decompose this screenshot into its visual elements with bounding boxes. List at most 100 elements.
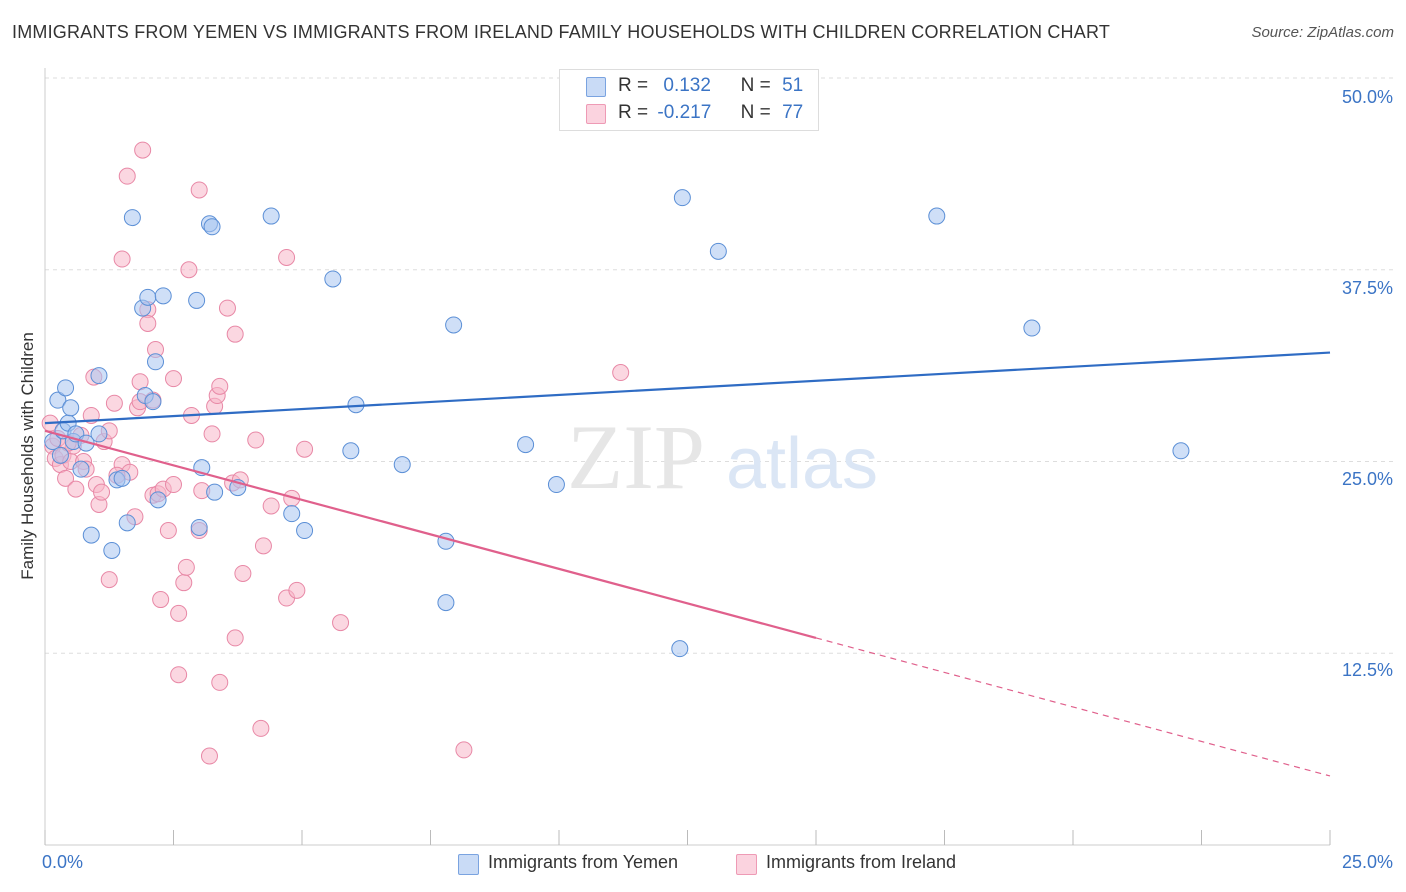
yemen-point: [72, 460, 90, 478]
watermark-atlas: atlas: [726, 424, 878, 504]
correlation-legend: R = 0.132 N = 51 R = -0.217 N = 77: [559, 69, 819, 131]
y-tick-label: 37.5%: [1341, 278, 1393, 298]
ireland-point: [203, 425, 221, 443]
ireland-point: [288, 581, 306, 599]
ireland-point: [170, 604, 188, 622]
yemen-point: [342, 442, 360, 460]
ireland-point: [134, 141, 152, 159]
ireland-point: [67, 480, 85, 498]
x-tick-label-max: 25.0%: [1341, 852, 1393, 872]
ireland-point: [118, 167, 136, 185]
x-tick-label-min: 0.0%: [42, 852, 84, 872]
legend-text-ireland: R = -0.217 N = 77: [618, 102, 803, 124]
ireland-point: [105, 394, 123, 412]
y-tick-label: 25.0%: [1341, 469, 1393, 489]
yemen-point: [62, 399, 80, 417]
ireland-point: [57, 469, 75, 487]
ireland-point: [278, 248, 296, 266]
yemen-point: [1023, 319, 1041, 337]
ireland-point: [254, 537, 272, 555]
legend-n-label: N =: [740, 102, 771, 123]
ireland-point: [455, 741, 473, 759]
ireland-point: [180, 261, 198, 279]
yemen-point: [283, 505, 301, 523]
legend-text-yemen: R = 0.132 N = 51: [618, 75, 803, 97]
legend-r-value: 0.132: [663, 75, 711, 96]
ireland-trend-extension: [815, 637, 1331, 777]
yemen-point: [149, 491, 167, 509]
ireland-point: [234, 564, 252, 582]
yemen-point: [928, 207, 946, 225]
yemen-point: [57, 379, 75, 397]
bottom-legend-label-yemen: Immigrants from Yemen: [488, 852, 679, 872]
ireland-point: [332, 614, 350, 632]
ireland-point: [177, 558, 195, 576]
yemen-point: [147, 353, 165, 371]
ireland-point: [226, 629, 244, 647]
watermark-zip: ZIP: [567, 406, 705, 508]
yemen-point: [118, 514, 136, 532]
axes: [44, 68, 1331, 846]
bottom-legend-swatch-yemen: [458, 854, 479, 875]
ireland-trend-line: [44, 429, 817, 639]
legend-r-value: -0.217: [657, 102, 712, 123]
ireland-point: [93, 483, 111, 501]
legend-n-value: 51: [782, 75, 804, 96]
ireland-point: [252, 719, 270, 737]
ireland-point: [139, 314, 157, 332]
legend-n-label: N =: [740, 75, 771, 96]
yemen-trend-line: [44, 351, 1331, 425]
yemen-point: [324, 270, 342, 288]
ireland-point: [211, 673, 229, 691]
chart-title: IMMIGRANTS FROM YEMEN VS IMMIGRANTS FROM…: [12, 22, 1111, 42]
yemen-point: [262, 207, 280, 225]
ireland-point: [262, 497, 280, 515]
yemen-point: [51, 446, 69, 464]
yemen-point: [139, 288, 157, 306]
yemen-point: [113, 469, 131, 487]
bottom-legend-swatch-ireland: [736, 854, 757, 875]
yemen-point: [393, 456, 411, 474]
legend-r-label: R =: [618, 75, 649, 96]
legend-swatch-ireland: [586, 104, 606, 124]
yemen-point: [296, 522, 314, 540]
yemen-point: [673, 189, 691, 207]
y-tick-label: 12.5%: [1341, 660, 1393, 680]
ireland-point: [612, 364, 630, 382]
yemen-point: [188, 291, 206, 309]
ireland-point: [226, 325, 244, 343]
ireland-point: [170, 666, 188, 684]
yemen-point: [123, 209, 141, 227]
yemen-point: [82, 526, 100, 544]
ireland-point: [211, 377, 229, 395]
yemen-point: [517, 436, 535, 454]
yemen-point: [547, 476, 565, 494]
yemen-point: [437, 594, 455, 612]
trend-lines: [44, 351, 1331, 777]
ireland-point: [159, 522, 177, 540]
legend-n-value: 77: [782, 102, 804, 123]
yemen-point: [144, 393, 162, 411]
yemen-point: [437, 532, 455, 550]
bottom-legend-label-ireland: Immigrants from Ireland: [766, 852, 957, 872]
ireland-point: [296, 440, 314, 458]
ireland-point: [218, 299, 236, 317]
y-tick-label: 50.0%: [1341, 87, 1393, 107]
yemen-point: [190, 518, 208, 536]
ireland-point: [152, 591, 170, 609]
ireland-point: [100, 571, 118, 589]
ireland-point: [200, 747, 218, 765]
yemen-point: [103, 541, 121, 559]
yemen-point: [671, 640, 689, 658]
ireland-point: [247, 431, 265, 449]
yemen-point: [709, 242, 727, 260]
yemen-point: [154, 287, 172, 305]
ireland-point: [165, 476, 182, 494]
chart-source: Source: ZipAtlas.com: [1251, 24, 1394, 41]
yemen-point: [445, 316, 463, 334]
yemen-point: [203, 218, 221, 236]
yemen-point: [206, 483, 224, 501]
yemen-point: [90, 425, 108, 443]
ireland-point: [165, 370, 182, 388]
